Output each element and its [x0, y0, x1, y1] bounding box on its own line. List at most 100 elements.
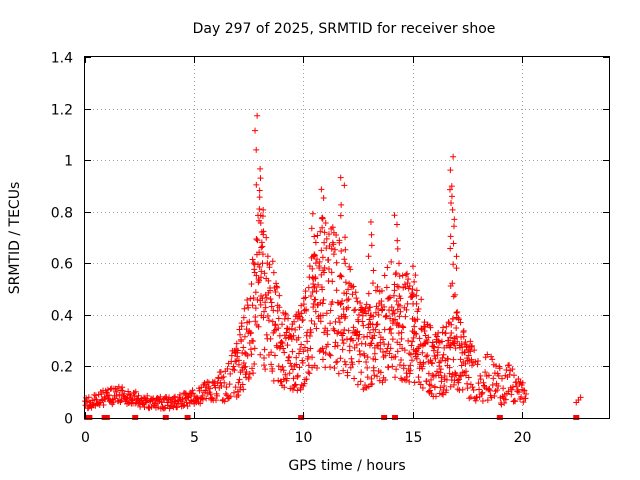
- data-point: [489, 381, 496, 388]
- data-point: [306, 333, 313, 340]
- data-point: [399, 323, 406, 330]
- data-point: [495, 383, 502, 390]
- data-point: [252, 305, 259, 312]
- data-point: [393, 221, 400, 228]
- data-point: [282, 335, 289, 342]
- data-point: [447, 383, 454, 390]
- data-point: [113, 392, 120, 399]
- data-point: [307, 329, 314, 336]
- data-point: [328, 269, 335, 276]
- data-point: [215, 375, 222, 382]
- data-point: [311, 283, 318, 290]
- data-point: [309, 274, 316, 281]
- data-point: [261, 362, 268, 369]
- data-point: [488, 353, 495, 360]
- data-point: [275, 325, 282, 332]
- data-point: [400, 365, 407, 372]
- data-point: [249, 256, 256, 263]
- data-point: [509, 366, 516, 373]
- data-point: [345, 286, 352, 293]
- baseline-marker: [392, 415, 399, 420]
- data-point: [353, 329, 360, 336]
- data-point: [467, 348, 474, 355]
- data-point: [329, 278, 336, 285]
- data-point: [412, 272, 419, 279]
- data-point: [417, 381, 424, 388]
- data-point: [313, 325, 320, 332]
- data-point: [398, 335, 405, 342]
- data-point: [311, 320, 318, 327]
- data-point: [259, 260, 266, 267]
- data-point: [323, 235, 330, 242]
- data-point: [260, 314, 267, 321]
- data-point: [368, 312, 375, 319]
- data-point: [258, 268, 265, 275]
- data-point: [499, 375, 506, 382]
- data-point: [428, 359, 435, 366]
- data-point: [387, 325, 394, 332]
- data-point: [518, 394, 525, 401]
- data-point: [467, 394, 474, 401]
- data-point: [454, 309, 461, 316]
- data-point: [110, 399, 117, 406]
- data-point: [274, 307, 281, 314]
- data-point: [224, 365, 231, 372]
- data-point: [317, 318, 324, 325]
- data-point: [271, 322, 278, 329]
- data-point: [394, 245, 401, 252]
- data-point: [289, 386, 296, 393]
- data-point: [297, 313, 304, 320]
- data-point: [425, 370, 432, 377]
- data-point: [84, 398, 91, 405]
- data-point: [398, 329, 405, 336]
- data-point: [355, 335, 362, 342]
- data-point: [241, 364, 248, 371]
- baseline-marker: [496, 415, 503, 420]
- data-point: [506, 362, 513, 369]
- data-point: [100, 401, 107, 408]
- data-point: [391, 287, 398, 294]
- data-point: [469, 384, 476, 391]
- y-tick-label: 1.4: [51, 51, 73, 67]
- data-point: [315, 281, 322, 288]
- data-point: [321, 329, 328, 336]
- data-point: [382, 313, 389, 320]
- data-point: [405, 337, 412, 344]
- data-point: [319, 286, 326, 293]
- data-point: [447, 200, 454, 207]
- data-point: [316, 258, 323, 265]
- data-point: [341, 256, 348, 263]
- data-point: [319, 224, 326, 231]
- data-point: [261, 308, 268, 315]
- data-point: [462, 339, 469, 346]
- data-point: [393, 269, 400, 276]
- baseline-markers: [84, 415, 580, 420]
- data-point: [410, 334, 417, 341]
- data-point: [247, 346, 254, 353]
- x-tick-label: 5: [190, 430, 199, 446]
- x-tick-label: 20: [514, 430, 532, 446]
- data-point: [238, 338, 245, 345]
- data-point: [285, 315, 292, 322]
- data-point: [345, 296, 352, 303]
- data-point: [185, 393, 192, 400]
- data-point: [323, 310, 330, 317]
- data-point: [231, 389, 238, 396]
- data-point: [251, 269, 258, 276]
- data-point: [257, 301, 264, 308]
- data-point: [261, 346, 268, 353]
- data-point: [409, 286, 416, 293]
- data-point: [502, 396, 509, 403]
- data-point: [460, 327, 467, 334]
- data-point: [296, 324, 303, 331]
- data-point: [231, 367, 238, 374]
- data-point: [113, 388, 120, 395]
- data-point: [330, 251, 337, 258]
- data-point: [295, 308, 302, 315]
- data-point: [341, 182, 348, 189]
- data-point: [377, 369, 384, 376]
- grid-lines: [85, 57, 609, 418]
- data-point: [258, 239, 265, 246]
- data-point: [375, 342, 382, 349]
